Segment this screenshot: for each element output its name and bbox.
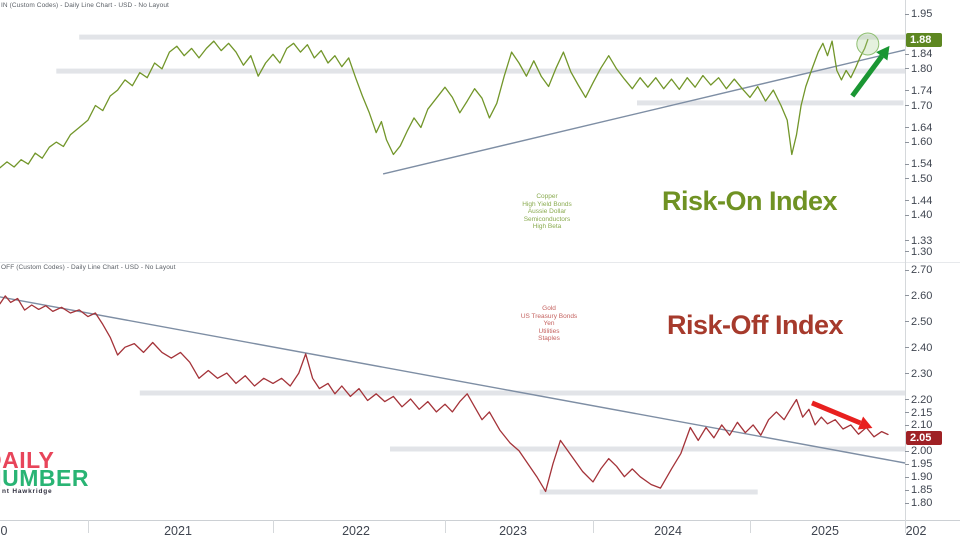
support-resistance-band xyxy=(390,446,905,452)
support-resistance-band xyxy=(539,489,758,495)
support-resistance-band xyxy=(56,68,906,74)
support-resistance-band xyxy=(79,34,905,40)
risk-off-line xyxy=(0,295,889,493)
trendline xyxy=(0,296,906,464)
trendline xyxy=(382,49,906,175)
risk-on-line xyxy=(0,38,869,169)
up-arrowhead xyxy=(876,45,890,61)
down-arrowhead xyxy=(857,416,873,430)
down-arrow xyxy=(811,400,862,426)
support-resistance-band xyxy=(637,100,904,106)
breakout-circle xyxy=(856,32,880,56)
up-arrow xyxy=(850,54,884,98)
